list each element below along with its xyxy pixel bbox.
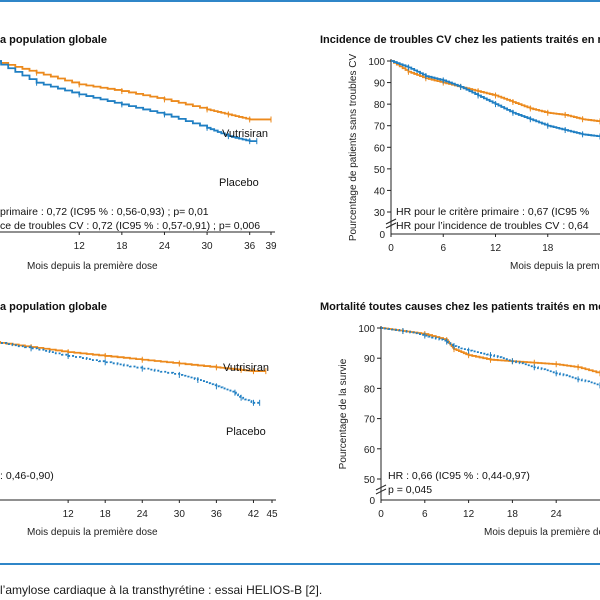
chart-panel-2: Incidence de troubles CV chez les patien…	[320, 34, 600, 272]
y-tick-label: 40	[374, 186, 386, 197]
chart-panel-3: a population globale 12 18 24 30 36 42 45 Mois d…	[0, 301, 278, 538]
annotation-text: p = 0,045	[388, 484, 432, 496]
y-tick-label: 100	[368, 57, 385, 68]
series-line-vutrisiran	[0, 60, 271, 121]
axis-break-mark	[385, 218, 397, 229]
chart-panel-4: Mortalité toutes causes chez les patient…	[320, 301, 600, 538]
x-tick-label: 0	[388, 243, 394, 254]
bottom-rule	[0, 563, 600, 565]
chart-title: Incidence de troubles CV chez les patien…	[320, 34, 600, 46]
y-tick-label: 50	[374, 165, 386, 176]
y-tick-label: 80	[364, 384, 376, 395]
x-axis-label: Mois depuis la première dose	[484, 527, 600, 538]
x-tick-label: 6	[422, 509, 428, 520]
x-tick-label: 18	[507, 509, 519, 520]
x-tick-label: 18	[542, 243, 554, 254]
x-tick-label: 36	[211, 509, 223, 520]
x-tick-label: 12	[490, 243, 502, 254]
y-tick-label: 100	[358, 324, 375, 335]
top-rule	[0, 0, 600, 2]
y-tick-label: 90	[364, 354, 376, 365]
x-tick-label: 18	[100, 509, 112, 520]
series-line-blue	[391, 60, 600, 138]
x-axis-label: Mois depuis la première dose	[510, 261, 600, 272]
x-tick-label: 30	[174, 509, 186, 520]
series-line-blue	[381, 327, 600, 386]
annotation-text: HR pour le critère primaire : 0,67 (IC95…	[396, 206, 589, 218]
series-label-placebo: Placebo	[226, 426, 266, 438]
series-label-placebo: Placebo	[219, 177, 259, 189]
series-line-placebo	[0, 341, 260, 404]
x-tick-label: 39	[265, 241, 277, 252]
y-tick-label: 70	[374, 122, 386, 133]
annotation-text: primaire : 0,72 (IC95 % : 0,56-0,93) ; p…	[0, 206, 209, 218]
series-label-vutrisiran: Vutrisiran	[222, 128, 268, 140]
y-tick-label: 80	[374, 100, 386, 111]
annotation-text: : 0,46-0,90)	[0, 470, 54, 482]
y-axis-label: Pourcentage de patients sans troubles CV	[348, 54, 359, 242]
y-origin-label: 0	[379, 230, 385, 241]
x-tick-label: 12	[74, 241, 86, 252]
chart-panel-1: a population globale 12 18 24 30 36 39 Mois dep…	[0, 34, 277, 272]
annotation-text: ce de troubles CV : 0,72 (IC95 % : 0,57-…	[0, 220, 260, 232]
series-line-placebo	[0, 60, 257, 143]
x-tick-label: 12	[463, 509, 475, 520]
y-tick-label: 60	[374, 143, 386, 154]
x-tick-label: 6	[440, 243, 446, 254]
axis-break-mark	[375, 484, 387, 495]
y-tick-label: 60	[364, 445, 376, 456]
x-tick-label: 45	[266, 509, 278, 520]
y-origin-label: 0	[369, 496, 375, 507]
series-line-orange	[381, 327, 600, 374]
x-tick-label: 24	[137, 509, 149, 520]
y-tick-label: 30	[374, 208, 386, 219]
y-axis-label: Pourcentage de la survie	[338, 358, 349, 469]
x-tick-label: 18	[116, 241, 128, 252]
x-axis-label: Mois depuis la première dose	[27, 527, 158, 538]
x-tick-label: 12	[63, 509, 75, 520]
x-tick-label: 36	[244, 241, 256, 252]
series-label-vutrisiran: Vutrisiran	[223, 362, 269, 374]
x-tick-label: 30	[202, 241, 214, 252]
y-tick-label: 70	[364, 415, 376, 426]
x-tick-label: 42	[248, 509, 260, 520]
series-line-orange	[391, 60, 600, 122]
series-line-vutrisiran	[0, 341, 266, 373]
chart-title: Mortalité toutes causes chez les patient…	[320, 301, 600, 313]
x-tick-label: 0	[378, 509, 384, 520]
annotation-text: HR pour l’incidence de troubles CV : 0,6…	[396, 220, 589, 232]
chart-title: a population globale	[0, 301, 107, 313]
annotation-text: HR : 0,66 (IC95 % : 0,44-0,97)	[388, 470, 530, 482]
figure-caption: l’amylose cardiaque à la transthyrétine …	[0, 583, 323, 597]
y-tick-label: 50	[364, 475, 376, 486]
chart-title: a population globale	[0, 34, 107, 46]
x-tick-label: 24	[551, 509, 563, 520]
x-axis-label: Mois depuis la première dose	[27, 261, 158, 272]
y-tick-label: 90	[374, 79, 386, 90]
x-tick-label: 24	[159, 241, 171, 252]
